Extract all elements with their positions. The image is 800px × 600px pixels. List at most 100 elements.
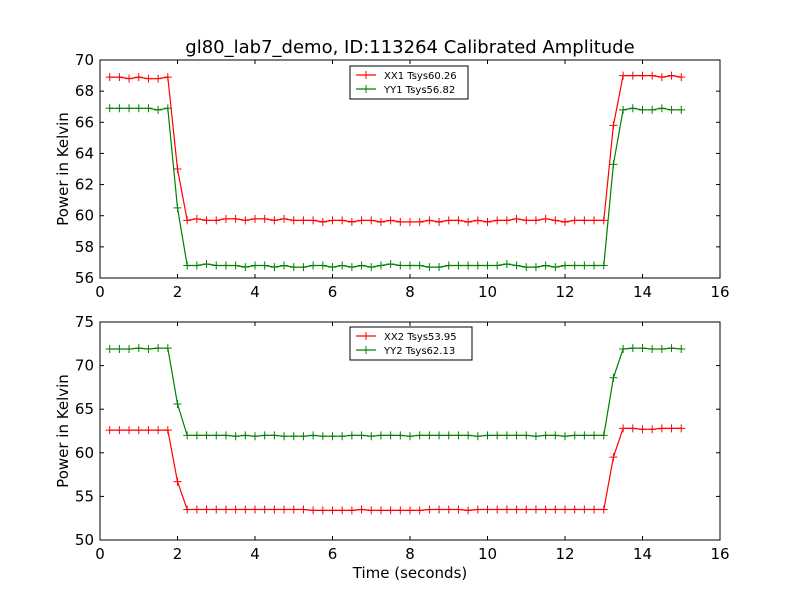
data-point <box>299 216 308 225</box>
y-tick-label: 65 <box>75 400 94 418</box>
data-point <box>163 344 172 353</box>
data-point <box>280 214 289 223</box>
data-point <box>619 424 628 433</box>
data-point <box>299 432 308 441</box>
data-point <box>599 431 608 440</box>
data-point <box>134 73 143 82</box>
data-point <box>270 505 279 514</box>
data-point <box>590 431 599 440</box>
data-point <box>667 71 676 80</box>
data-point <box>628 424 637 433</box>
data-point <box>386 216 395 225</box>
x-tick-label: 4 <box>250 545 260 563</box>
data-point <box>473 261 482 270</box>
data-point <box>464 431 473 440</box>
data-point <box>425 431 434 440</box>
data-point <box>638 105 647 114</box>
legend-marker <box>362 71 370 79</box>
data-point <box>173 203 182 212</box>
data-point <box>609 121 618 130</box>
data-point <box>415 261 424 270</box>
data-point <box>241 431 250 440</box>
data-point <box>212 216 221 225</box>
data-point <box>425 216 434 225</box>
data-point <box>144 104 153 113</box>
data-point <box>512 431 521 440</box>
data-point <box>212 261 221 270</box>
data-point <box>309 431 318 440</box>
data-point <box>183 431 192 440</box>
data-point <box>338 506 347 515</box>
data-point <box>502 259 511 268</box>
data-point <box>367 432 376 441</box>
data-point <box>406 217 414 226</box>
data-point <box>357 216 366 225</box>
data-point <box>677 73 686 82</box>
data-point <box>648 71 657 80</box>
data-point <box>551 263 560 272</box>
data-point <box>619 105 628 114</box>
data-point <box>260 431 269 440</box>
data-point <box>561 217 569 226</box>
data-point <box>425 505 434 514</box>
data-point <box>483 217 492 226</box>
data-point <box>144 426 153 435</box>
data-point <box>357 505 366 514</box>
data-point <box>144 345 153 354</box>
data-point <box>638 344 647 353</box>
data-point <box>551 216 560 225</box>
data-point <box>318 217 327 226</box>
data-point <box>367 216 376 225</box>
data-point <box>590 261 599 270</box>
data-point <box>328 432 337 441</box>
data-point <box>473 432 482 441</box>
data-point <box>376 261 385 270</box>
x-tick-label: 2 <box>173 283 183 301</box>
data-point <box>454 431 463 440</box>
data-point <box>367 506 376 515</box>
data-point <box>309 506 318 515</box>
data-point <box>231 505 240 514</box>
data-point <box>125 426 134 435</box>
x-tick-label: 0 <box>95 545 105 563</box>
x-tick-label: 14 <box>633 283 652 301</box>
data-point <box>183 261 192 270</box>
data-point <box>367 263 376 272</box>
data-point <box>318 432 327 441</box>
data-point <box>347 217 356 226</box>
data-point <box>318 261 327 270</box>
y-tick-label: 70 <box>75 51 94 69</box>
data-point <box>444 216 453 225</box>
data-point <box>483 261 492 270</box>
data-point <box>134 344 143 353</box>
series-1 <box>105 424 686 515</box>
data-point <box>551 505 560 514</box>
data-point <box>531 432 540 441</box>
x-tick-label: 12 <box>555 545 574 563</box>
data-point <box>396 431 405 440</box>
data-point <box>512 505 521 514</box>
data-point <box>163 104 172 113</box>
data-point <box>251 432 259 441</box>
data-point <box>541 431 550 440</box>
legend-marker <box>362 346 370 354</box>
data-point <box>493 261 502 270</box>
y-tick-label: 62 <box>75 176 94 194</box>
data-point <box>115 345 124 354</box>
data-point <box>502 216 511 225</box>
data-point <box>628 344 637 353</box>
y-tick-label: 55 <box>75 487 94 505</box>
data-point <box>609 453 618 462</box>
data-point <box>105 345 114 354</box>
data-point <box>444 505 453 514</box>
data-point <box>386 259 395 268</box>
data-point <box>386 431 395 440</box>
x-tick-label: 10 <box>478 283 497 301</box>
data-point <box>454 261 463 270</box>
data-point <box>522 216 531 225</box>
data-point <box>628 71 637 80</box>
y-tick-label: 56 <box>75 269 94 287</box>
x-tick-label: 12 <box>555 283 574 301</box>
data-point <box>183 505 192 514</box>
